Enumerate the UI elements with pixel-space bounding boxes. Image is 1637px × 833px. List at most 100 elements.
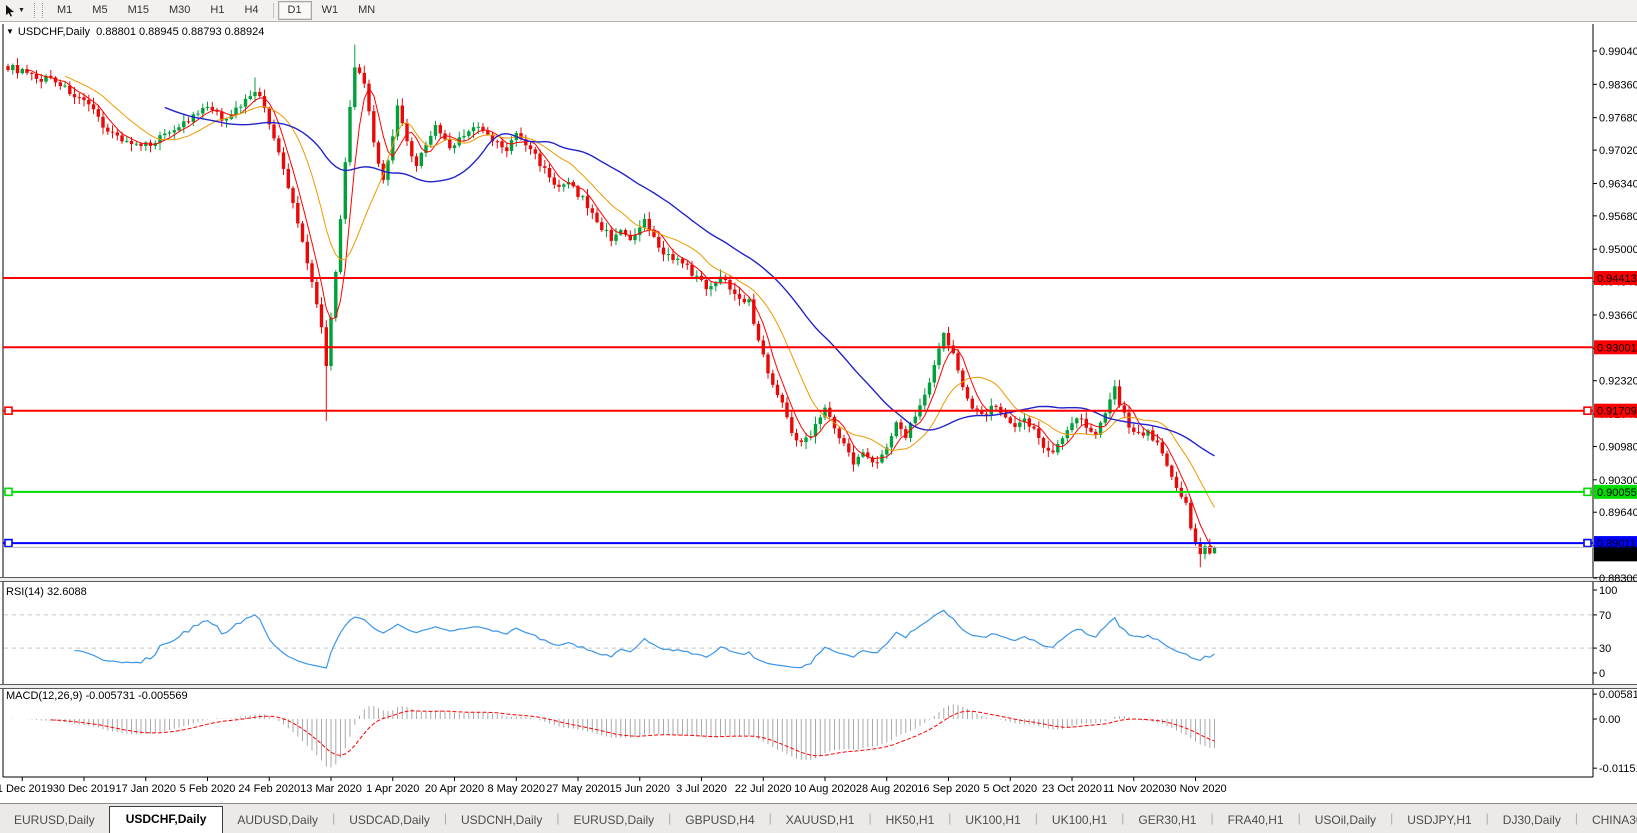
tab-divider: | xyxy=(1121,810,1125,825)
cursor-icon xyxy=(6,5,15,17)
timeframe-mn-button[interactable]: MN xyxy=(358,4,376,16)
pane-splitter[interactable] xyxy=(0,577,1637,582)
tab-divider: | xyxy=(332,810,336,825)
timeframe-h4-button[interactable]: H4 xyxy=(244,4,259,16)
date-tick-label: 23 Oct 2020 xyxy=(1042,783,1102,795)
date-tick-label: 27 May 2020 xyxy=(546,783,610,795)
tab-ger30-h1[interactable]: GER30,H1 xyxy=(1138,813,1197,827)
tab-divider: | xyxy=(443,810,447,825)
date-tick-label: 30 Nov 2020 xyxy=(1164,783,1226,795)
chart-canvas[interactable]: 0.99040 0.98360 0.97680 0.97020 0.96340 0.956… xyxy=(0,0,1637,804)
current-price-label: 0.88924 xyxy=(1597,549,1637,561)
price-axis: 0.99040 0.98360 0.97680 0.97020 0.96340 0.956… xyxy=(1593,46,1637,585)
hline-price-label: 0.91709 xyxy=(1597,406,1637,418)
tab-usdjpy-h1[interactable]: USDJPY,H1 xyxy=(1407,813,1472,827)
date-tick-label: 28 Aug 2020 xyxy=(856,783,918,795)
macd-tick-label: -0.011514 xyxy=(1599,763,1637,775)
hline-price-label: 0.89011 xyxy=(1597,538,1636,550)
timeframe-buttons: M1 M5 M15 M30 H1 H4 D1 W1 MN xyxy=(47,1,385,20)
date-tick-label: 5 Feb 2020 xyxy=(180,783,236,795)
date-tick-label: 13 Mar 2020 xyxy=(300,783,362,795)
tab-divider: | xyxy=(1297,810,1301,825)
price-tick-label: 0.90980 xyxy=(1599,441,1637,453)
tab-divider: | xyxy=(668,810,672,825)
rsi-tick-label: 30 xyxy=(1599,643,1611,655)
date-tick-label: 15 Jun 2020 xyxy=(609,783,670,795)
hline-handle[interactable] xyxy=(4,538,13,548)
tab-divider: | xyxy=(1034,810,1038,825)
toolbar-grip[interactable] xyxy=(34,3,43,18)
hline-handle[interactable] xyxy=(4,487,13,497)
timeframe-w1-button[interactable]: W1 xyxy=(321,4,339,16)
hline-handle[interactable] xyxy=(4,406,13,415)
tab-uk100-h1[interactable]: UK100,H1 xyxy=(965,813,1021,827)
macd-signal-line xyxy=(50,710,1215,757)
macd-pane: 0.005818 0.00 -0.011514 xyxy=(12,689,1637,775)
date-tick-label: 3 Jul 2020 xyxy=(676,783,727,795)
ma-13-line xyxy=(64,75,1215,508)
price-tick-label: 0.92320 xyxy=(1599,376,1637,388)
price-tick-label: 0.99040 xyxy=(1599,46,1637,58)
timeframe-m5-button[interactable]: M5 xyxy=(92,4,108,16)
date-tick-label: 22 Jul 2020 xyxy=(735,783,792,795)
ma-5-line xyxy=(26,69,1215,549)
price-tick-label: 0.93660 xyxy=(1599,310,1637,322)
hline-price-label: 0.90055 xyxy=(1597,487,1637,499)
price-tick-label: 0.95680 xyxy=(1599,211,1637,223)
price-tick-label: 0.88300 xyxy=(1599,573,1637,585)
timeframe-m30-button[interactable]: M30 xyxy=(168,4,191,16)
tab-usdcad-daily[interactable]: USDCAD,Daily xyxy=(349,813,430,827)
price-tick-label: 0.95000 xyxy=(1599,244,1637,256)
pane-splitter[interactable] xyxy=(0,684,1637,689)
date-tick-label: 5 Oct 2020 xyxy=(983,783,1037,795)
tab-divider: | xyxy=(1210,810,1214,825)
tab-usdcnh-daily[interactable]: USDCNH,Daily xyxy=(461,813,543,827)
timeframe-m15-button[interactable]: M15 xyxy=(127,4,149,16)
price-tick-label: 0.90300 xyxy=(1599,475,1637,487)
tab-hk50-h1[interactable]: HK50,H1 xyxy=(885,813,935,827)
price-tick-label: 0.96340 xyxy=(1599,178,1637,190)
price-tick-label: 0.89640 xyxy=(1599,507,1637,519)
ma-34-line xyxy=(164,106,1215,457)
rsi-tick-label: 100 xyxy=(1599,585,1617,597)
hline-price-label: 0.93001 xyxy=(1597,342,1637,354)
tab-audusd-daily[interactable]: AUDUSD,Daily xyxy=(237,813,319,827)
price-tick-label: 0.97680 xyxy=(1599,113,1637,125)
date-tick-label: 1 Apr 2020 xyxy=(366,783,419,795)
tab-usoil-daily[interactable]: USOil,Daily xyxy=(1314,813,1377,827)
timeframe-d1-button[interactable]: D1 xyxy=(277,1,312,20)
price-tick-label: 0.97020 xyxy=(1599,145,1637,157)
tab-uk100-h1[interactable]: UK100,H1 xyxy=(1051,813,1108,827)
price-tick-label: 0.98360 xyxy=(1599,79,1637,91)
tab-divider: | xyxy=(948,810,952,825)
dropdown-arrow-icon: ▼ xyxy=(18,7,25,14)
tab-divider: | xyxy=(556,810,560,825)
hline-price-label: 0.94413 xyxy=(1597,273,1637,285)
tab-xauusd-h1[interactable]: XAUUSD,H1 xyxy=(785,813,855,827)
tab-eurusd-daily[interactable]: EURUSD,Daily xyxy=(573,813,655,827)
tab-eurusd-daily[interactable]: EURUSD,Daily xyxy=(14,813,95,827)
horizontal-lines: 0.94413 0.93001 0.91709 0.90055 0.89011 xyxy=(3,271,1637,551)
tab-gbpusd-h4[interactable]: GBPUSD,H4 xyxy=(685,813,755,827)
tab-fra40-h1[interactable]: FRA40,H1 xyxy=(1227,813,1284,827)
cursor-tool-button[interactable]: ▼ xyxy=(0,0,30,21)
rsi-tick-label: 70 xyxy=(1599,610,1611,622)
timeframe-m1-button[interactable]: M1 xyxy=(57,4,73,16)
tab-dj30-daily[interactable]: DJ30,Daily xyxy=(1502,813,1561,827)
rsi-pane: 100 70 30 0 xyxy=(4,585,1617,680)
timeframe-h1-button[interactable]: H1 xyxy=(210,4,225,16)
macd-tick-label: 0.005818 xyxy=(1599,689,1637,701)
date-tick-label: 11 Dec 2019 xyxy=(0,783,53,795)
tab-usdchf-daily[interactable]: USDCHF,Daily xyxy=(108,806,224,833)
tab-divider: | xyxy=(1574,810,1578,825)
hline-handle[interactable] xyxy=(1583,538,1592,548)
date-tick-label: 24 Feb 2020 xyxy=(238,783,300,795)
hline-handle[interactable] xyxy=(1583,487,1592,497)
tab-china300-h1[interactable]: CHINA300,H1 xyxy=(1591,813,1637,827)
candlestick-series xyxy=(6,44,1217,568)
date-tick-label: 30 Dec 2019 xyxy=(53,783,115,795)
tab-divider: | xyxy=(768,810,772,825)
date-tick-label: 8 May 2020 xyxy=(488,783,545,795)
hline-handle[interactable] xyxy=(1583,406,1592,415)
